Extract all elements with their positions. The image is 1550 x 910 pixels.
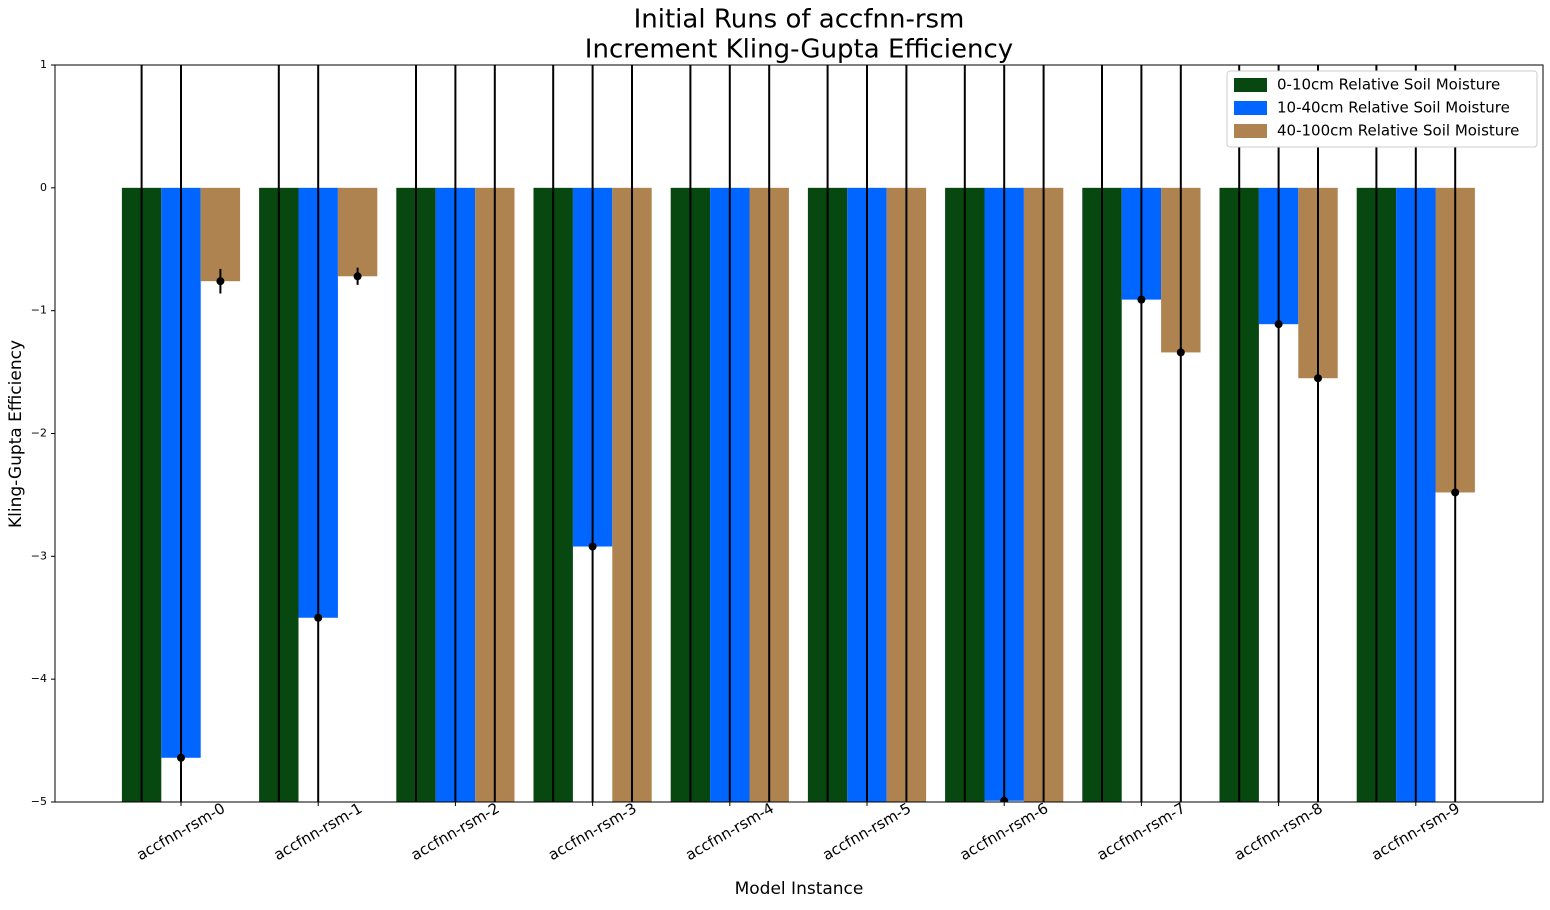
y-tick-label: −3 [31, 549, 47, 562]
x-axis-label: Model Instance [735, 879, 864, 899]
error-point [216, 277, 225, 286]
legend: 0-10cm Relative Soil Moisture 10-40cm Rel… [1226, 70, 1538, 148]
error-point [1137, 295, 1146, 304]
bar [200, 187, 241, 282]
error-point [1314, 374, 1322, 383]
x-tick-label: accfnn-rsm-1 [271, 799, 366, 864]
plot-area [121, 65, 1475, 802]
x-tick-label: accfnn-rsm-5 [819, 799, 914, 864]
legend-box [1226, 70, 1538, 148]
legend-swatch [1234, 78, 1267, 92]
x-tick-label: accfnn-rsm-4 [682, 799, 777, 864]
error-point [353, 272, 362, 281]
chart-title: Initial Runs of accfnn-rsm [634, 5, 965, 35]
x-tick-label: accfnn-rsm-8 [1231, 799, 1326, 864]
legend-swatch [1234, 101, 1267, 115]
x-tick-label: accfnn-rsm-6 [957, 799, 1052, 864]
y-tick-label: 1 [40, 58, 47, 71]
bar [337, 187, 378, 277]
error-point [1176, 348, 1185, 357]
error-point [177, 753, 185, 762]
error-point [1274, 320, 1283, 329]
error-point [588, 542, 597, 551]
error-point [1000, 796, 1009, 802]
y-tick-label: −5 [31, 795, 47, 808]
x-tick-label: accfnn-rsm-0 [133, 799, 228, 864]
x-tick-label: accfnn-rsm-2 [408, 799, 503, 864]
legend-label: 40-100cm Relative Soil Moisture [1277, 122, 1519, 140]
error-point [314, 613, 323, 622]
y-tick-label: −1 [31, 304, 47, 317]
legend-label: 10-40cm Relative Soil Moisture [1277, 99, 1510, 117]
y-tick-label: 0 [40, 181, 47, 194]
x-tick-label: accfnn-rsm-3 [545, 799, 640, 864]
chart-title: Increment Kling-Gupta Efficiency [585, 35, 1013, 65]
y-axis-label: Kling-Gupta Efficiency [6, 340, 26, 528]
x-tick-label: accfnn-rsm-9 [1368, 799, 1463, 864]
legend-label: 0-10cm Relative Soil Moisture [1277, 76, 1500, 94]
legend-swatch [1234, 124, 1267, 138]
y-tick-label: −4 [31, 672, 47, 685]
x-tick-label: accfnn-rsm-7 [1094, 799, 1189, 864]
error-point [1451, 488, 1460, 497]
y-tick-label: −2 [31, 427, 47, 440]
